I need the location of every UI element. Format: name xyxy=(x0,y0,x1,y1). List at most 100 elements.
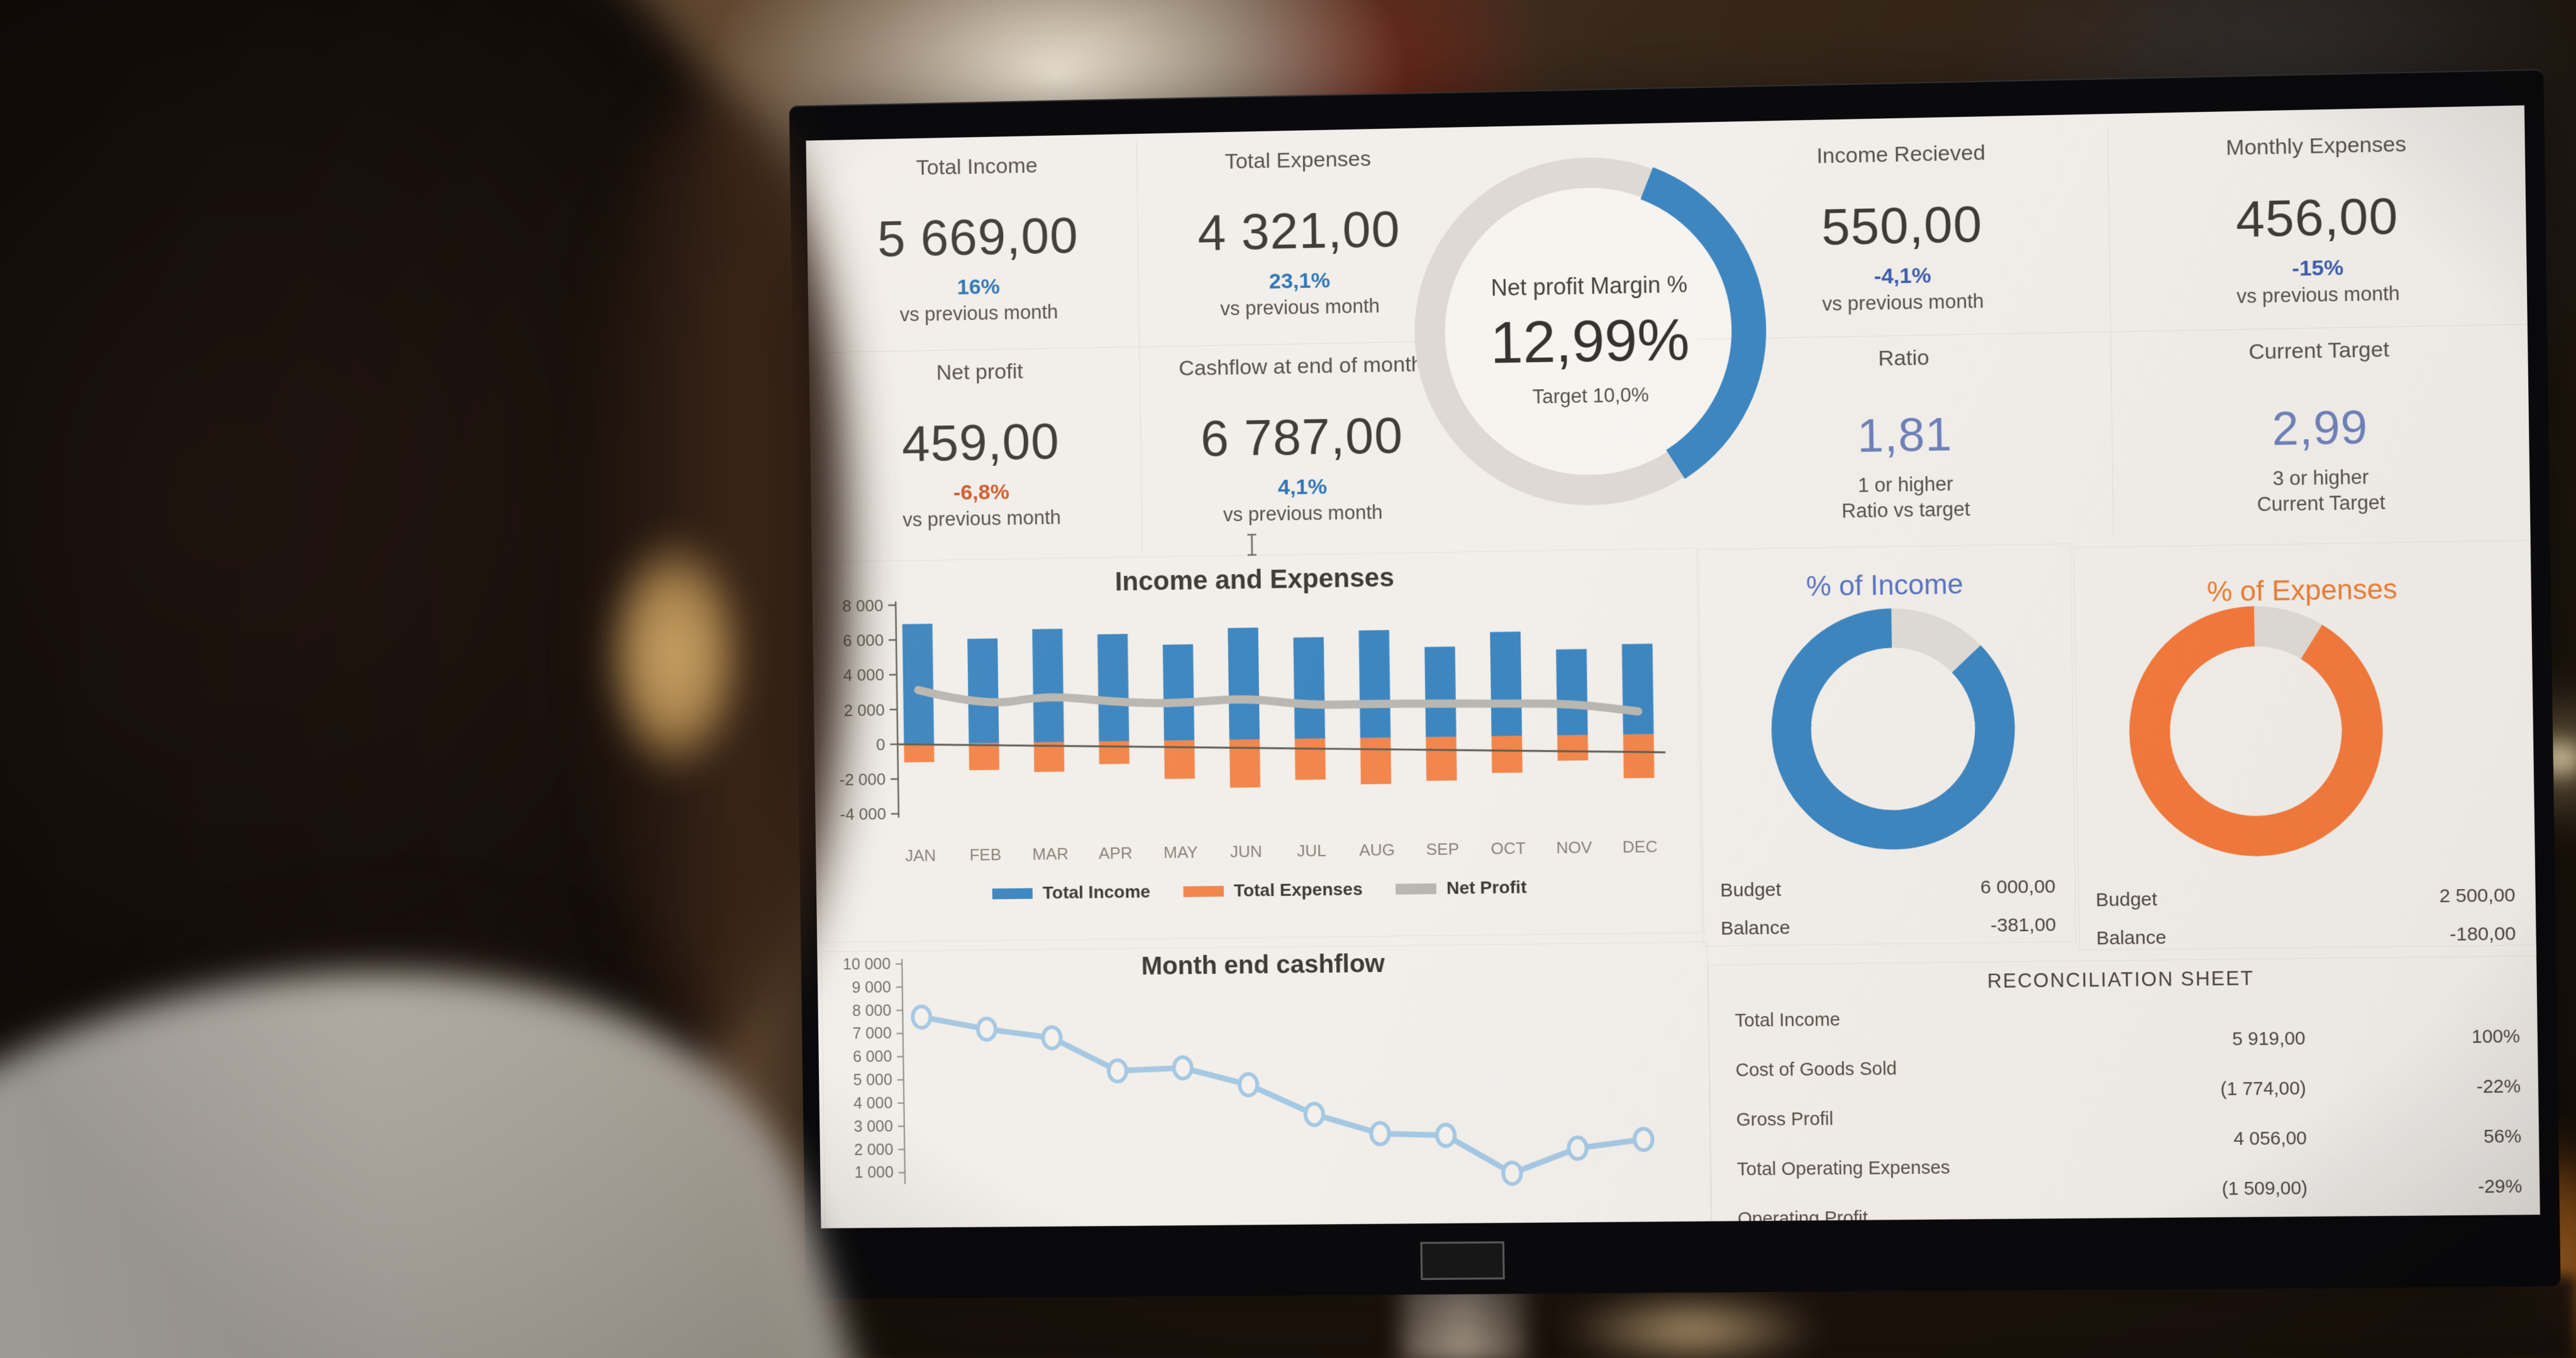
donut-footer-label: Budget xyxy=(2096,888,2158,911)
income-bar xyxy=(1097,634,1130,742)
reconciliation-row: Total Income 5 919,00 100% xyxy=(1709,1002,2538,1060)
y-tick-label: 9 000 xyxy=(852,978,891,996)
kpi-title: Income Recieved xyxy=(1816,140,1986,168)
y-tick-label: 3 000 xyxy=(853,1117,893,1135)
cashflow-marker xyxy=(1503,1162,1521,1184)
cashflow-marker xyxy=(1240,1074,1258,1095)
gold-earring xyxy=(601,531,748,780)
legend-item[interactable]: Net Profit xyxy=(1395,877,1527,899)
expenses-bar xyxy=(969,742,1000,771)
y-tick-label: 7 000 xyxy=(852,1025,892,1043)
cashflow-chart: 10 000 9 000 8 000 7 000 6 000 5 000 4 000 3 00… xyxy=(843,955,1711,1228)
month-label: APR xyxy=(1099,845,1133,863)
income-bar xyxy=(1293,637,1326,739)
income-bar xyxy=(1228,627,1260,740)
gauge-chart xyxy=(1407,145,1773,520)
income-bar xyxy=(1621,643,1654,735)
reconciliation-rows: Total Income 5 919,00 100% Cost of Goods So… xyxy=(1709,1002,2540,1228)
reconciliation-percent: 30% xyxy=(2308,1227,2540,1228)
kpi-delta: -15% xyxy=(2292,255,2344,281)
income-bar xyxy=(1556,649,1588,736)
cashflow-marker xyxy=(978,1018,996,1040)
ibeam-glyph xyxy=(1243,533,1260,556)
kpi-value: 2,99 xyxy=(2271,400,2368,456)
y-tick-label: -4 000 xyxy=(840,806,886,824)
reconciliation-percent: -29% xyxy=(2477,1176,2523,1198)
kpi-delta: 4,1% xyxy=(1277,475,1328,500)
reconciliation-percent: 100% xyxy=(2471,1026,2521,1047)
legend-item[interactable]: Total Expenses xyxy=(1183,879,1363,902)
legend-swatch xyxy=(992,888,1033,899)
income-expenses-chart: 8 000 6 000 4 000 2 000 0 -2 000 -4 000 JAN FEB M… xyxy=(840,597,1702,866)
kpi-subtitle: vs previous month xyxy=(902,506,1062,531)
expenses-bar xyxy=(1294,738,1326,780)
cashflow-marker xyxy=(1635,1129,1653,1151)
month-label: NOV xyxy=(1556,839,1592,858)
expenses-bar xyxy=(1557,734,1589,761)
kpi-title: Monthly Expenses xyxy=(2226,132,2407,160)
reconciliation-value: (1 509,00) xyxy=(2221,1178,2308,1200)
y-tick-label: 6 000 xyxy=(853,1048,892,1066)
kpi-delta: 23,1% xyxy=(1269,268,1331,294)
month-label: JAN xyxy=(905,847,936,866)
gauge-inner xyxy=(1443,185,1736,477)
kpi-card: Ratio 1,81 1 or higher Ratio vs target xyxy=(1697,332,2114,543)
kpi-value: 4 321,00 xyxy=(1197,201,1401,261)
reconciliation-panel: RECONCILIATION SHEET Total Income 5 919,0… xyxy=(1707,956,2540,1228)
income-bar xyxy=(1424,646,1457,737)
cashflow-marker xyxy=(1109,1060,1127,1081)
month-label: DEC xyxy=(1623,838,1658,856)
month-label: SEP xyxy=(1426,841,1459,859)
donut-arc xyxy=(2148,625,2364,837)
percent-of-expenses-panel: % of Expenses Budget 2 500,00 Balance -180,… xyxy=(2073,540,2536,951)
donut-footer-row: Budget 2 500,00 xyxy=(2096,885,2516,928)
cashflow-marker xyxy=(1568,1137,1587,1159)
expenses-bar xyxy=(1426,736,1457,781)
kpi-title: Total Expenses xyxy=(1224,146,1372,174)
reconciliation-row: Gross Profil 4 056,00 56% xyxy=(1711,1103,2539,1160)
kpi-title: Current Target xyxy=(2248,337,2390,365)
kpi-subtitle: vs previous month xyxy=(1220,294,1380,320)
kpi-value: 459,00 xyxy=(901,412,1060,472)
kpi-block-left: Total Income 5 669,00 16% vs previous month… xyxy=(817,135,1465,558)
y-tick-label: 5 000 xyxy=(853,1071,892,1090)
reconciliation-percent: 56% xyxy=(2483,1126,2522,1147)
kpi-card: Net profit 459,00 -6,8% vs previous month xyxy=(820,347,1143,558)
kpi-subtitle: Current Target xyxy=(2257,491,2385,516)
expenses-donut-footer: Budget 2 500,00 Balance -180,00 xyxy=(2096,885,2516,966)
y-axis xyxy=(902,959,905,1184)
net-profit-line xyxy=(918,680,1638,721)
text-cursor-icon[interactable] xyxy=(1243,533,1260,560)
income-bar xyxy=(1490,631,1523,737)
y-tick-label: 8 000 xyxy=(852,1002,892,1020)
y-tick-label: 4 000 xyxy=(843,666,884,685)
kpi-value: 1,81 xyxy=(1857,407,1953,462)
kpi-card: Income Recieved 550,00 -4,1% vs previous mo… xyxy=(1694,128,2111,340)
income-bar xyxy=(967,638,999,744)
trend-line xyxy=(897,734,1665,763)
kpi-subtitle: vs previous month xyxy=(1223,500,1383,526)
month-label: JUN xyxy=(1230,843,1262,861)
kpi-delta: 16% xyxy=(957,274,1001,300)
month-label: AUG xyxy=(1359,842,1395,860)
legend-item[interactable]: Total Income xyxy=(992,881,1151,903)
kpi-delta: -4,1% xyxy=(1874,263,1931,289)
donut-footer-row: Budget 6 000,00 xyxy=(1720,876,2056,918)
expenses-bar xyxy=(1491,736,1523,773)
kpi-block-right: Income Recieved 550,00 -4,1% vs previous mo… xyxy=(1694,119,2530,543)
kpi-value: 550,00 xyxy=(1821,195,1983,256)
month-label: JUL xyxy=(1297,842,1326,861)
reconciliation-percent: -22% xyxy=(2476,1076,2521,1098)
y-tick-label: 2 000 xyxy=(854,1140,894,1159)
monitor-logo xyxy=(1420,1241,1505,1280)
kpi-subtitle: 3 or higher xyxy=(2272,465,2369,490)
income-expenses-chart-panel: Income and Expenses 8 000 6 000 4 000 2 000… xyxy=(815,548,1702,943)
reconciliation-value: (1 774,00) xyxy=(2220,1078,2307,1100)
kpi-title: Ratio xyxy=(1878,345,1929,371)
cashflow-chart-panel: Month end cashflow 10 000 9 000 8 000 7 000… xyxy=(821,941,1712,1228)
kpi-delta: -6,8% xyxy=(953,480,1010,505)
donut-footer-value: -381,00 xyxy=(1990,914,2057,936)
kpi-subtitle: vs previous month xyxy=(899,301,1058,326)
cashflow-marker xyxy=(1174,1057,1192,1078)
